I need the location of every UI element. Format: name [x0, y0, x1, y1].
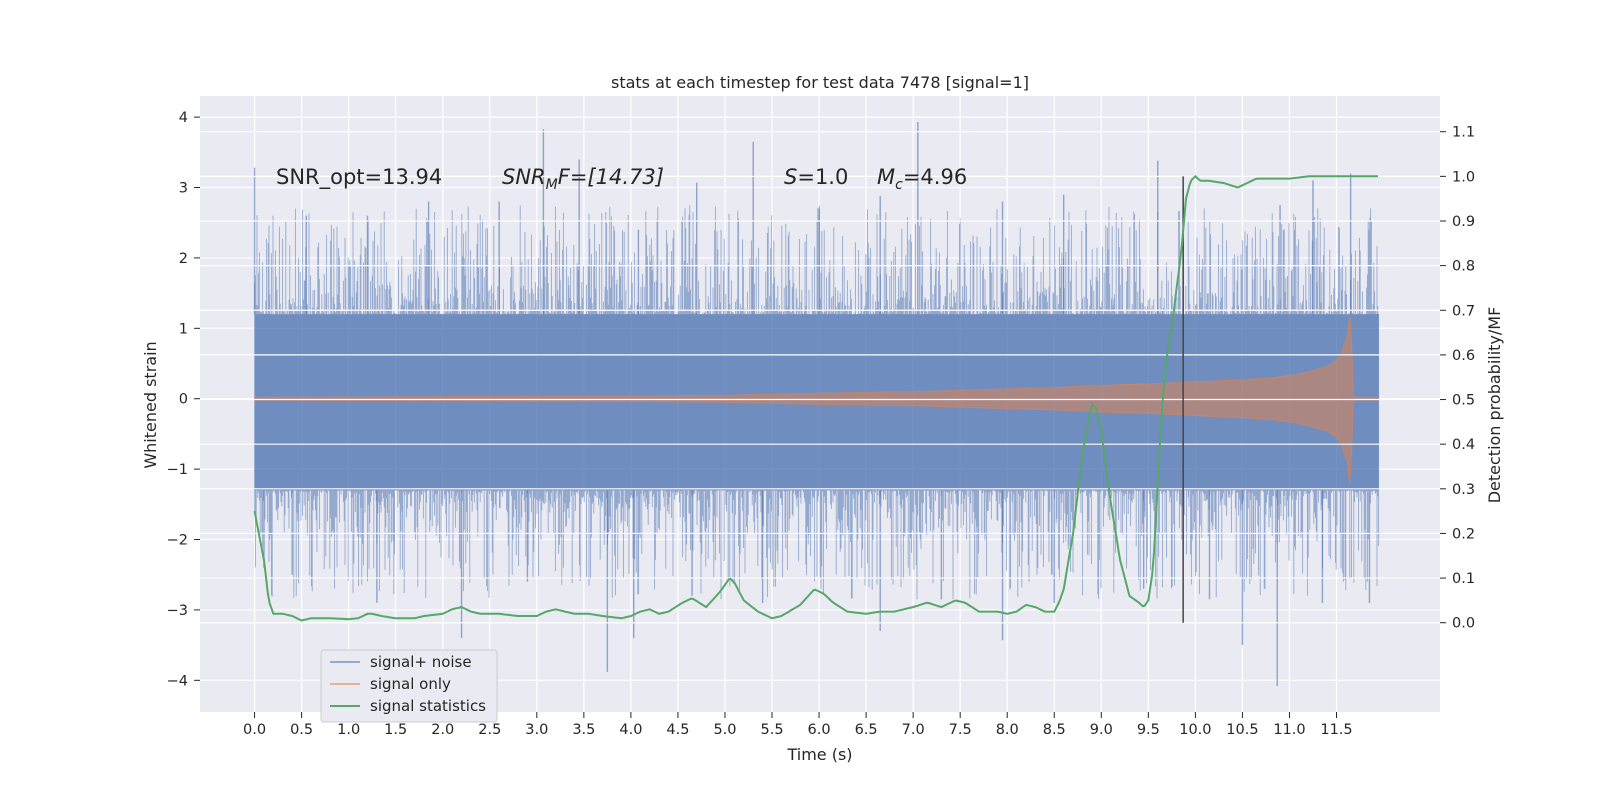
y-tick-label-left: −1: [167, 462, 188, 478]
y-axis-label-right: Detection probability/MF: [1485, 307, 1504, 504]
x-tick-label: 7.5: [949, 722, 972, 738]
legend-label-statistics: signal statistics: [370, 697, 486, 715]
legend-box: [320, 649, 498, 723]
x-tick-label: 9.5: [1137, 722, 1160, 738]
annotation-s: S=1.0: [784, 165, 848, 189]
annotation-snr-mf: SNRMF=[14.73]: [502, 165, 664, 193]
y-tick-label-right: 0.7: [1452, 303, 1475, 319]
y-tick-label-right: 0.1: [1452, 571, 1475, 587]
y-tick-label-left: −4: [167, 673, 188, 689]
x-tick-label: 8.5: [1043, 722, 1066, 738]
x-tick-label: 9.0: [1090, 722, 1113, 738]
y-tick-label-right: 0.9: [1452, 214, 1475, 230]
right-axis-gridlines: [200, 131, 1440, 624]
y-tick-label-left: 4: [179, 110, 188, 126]
y-tick-label-right: 0.2: [1452, 526, 1475, 542]
y-tick-label-left: −2: [167, 533, 188, 549]
y-tick-label-left: 3: [179, 181, 188, 197]
x-tick-label: 6.5: [855, 722, 878, 738]
x-tick-label: 6.0: [808, 722, 831, 738]
x-tick-label: 4.0: [619, 722, 642, 738]
y-tick-label-left: −3: [167, 603, 188, 619]
x-tick-label: 5.5: [760, 722, 783, 738]
y-tick-label-left: 2: [179, 251, 188, 267]
x-tick-label: 4.5: [666, 722, 689, 738]
y-tick-label-right: 0.4: [1452, 437, 1475, 453]
x-tick-label: 1.5: [384, 722, 407, 738]
x-tick-label: 8.0: [996, 722, 1019, 738]
annotation-snr-opt: SNR_opt=13.94: [276, 165, 442, 190]
axis-ticks: 0.0 0.5 1.0 1.5 2.0 2.5 3.0 3.5 4.0 4.5 5.0 5.5 6.0 6…: [167, 110, 1475, 738]
x-tick-label: 7.0: [902, 722, 925, 738]
legend-label-signal: signal only: [370, 675, 451, 693]
statistics-line: [253, 174, 1378, 622]
legend-label-noise: signal+ noise: [370, 653, 472, 671]
x-tick-label: 11.5: [1320, 722, 1352, 738]
x-axis-label: Time (s): [786, 745, 852, 764]
x-tick-label: 2.0: [431, 722, 454, 738]
x-tick-label: 0.0: [243, 722, 266, 738]
x-tick-label: 10.0: [1179, 722, 1211, 738]
y-tick-label-right: 1.0: [1452, 169, 1475, 185]
y-tick-label-left: 0: [179, 392, 188, 408]
y-tick-label-right: 0.3: [1452, 482, 1475, 498]
y-tick-label-right: 0.0: [1452, 616, 1475, 632]
x-tick-label: 11.0: [1273, 722, 1305, 738]
y-tick-label-right: 0.8: [1452, 259, 1475, 275]
y-tick-label-right: 0.5: [1452, 393, 1475, 409]
x-tick-label: 5.0: [713, 722, 736, 738]
y-tick-label-left: 1: [179, 321, 188, 337]
x-tick-label: 3.0: [525, 722, 548, 738]
y-axis-label-left: Whitened strain: [141, 341, 160, 468]
x-tick-label: 10.5: [1226, 722, 1258, 738]
statistics-series: [253, 174, 1378, 623]
x-tick-label: 0.5: [290, 722, 313, 738]
annotation-mc: Mc=4.96: [877, 165, 967, 193]
y-tick-label-right: 0.6: [1452, 348, 1475, 364]
x-tick-label: 2.5: [478, 722, 501, 738]
x-tick-label: 3.5: [572, 722, 595, 738]
chart-title: stats at each timestep for test data 747…: [611, 73, 1029, 92]
legend: signal+ noise signal only signal statist…: [320, 649, 498, 723]
x-tick-label: 1.0: [337, 722, 360, 738]
y-tick-label-right: 1.1: [1452, 125, 1475, 141]
